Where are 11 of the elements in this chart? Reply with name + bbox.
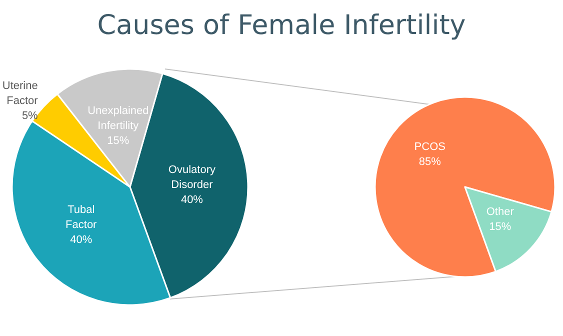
- data-label: 5%: [22, 110, 38, 122]
- slice-label: Tubal Factor: [66, 204, 98, 232]
- data-label: 15%: [489, 221, 512, 234]
- data-label: 40%: [70, 234, 92, 246]
- chart-title: Causes of Female Infertility: [96, 10, 467, 41]
- data-label: 85%: [418, 156, 442, 168]
- slice-label: PCOS: [414, 140, 446, 153]
- slice-label: Other: [486, 206, 514, 218]
- slice-label: Uterine Factor: [2, 80, 38, 108]
- data-label: 40%: [180, 194, 204, 206]
- slice-label: Ovulatory Disorder: [168, 164, 216, 191]
